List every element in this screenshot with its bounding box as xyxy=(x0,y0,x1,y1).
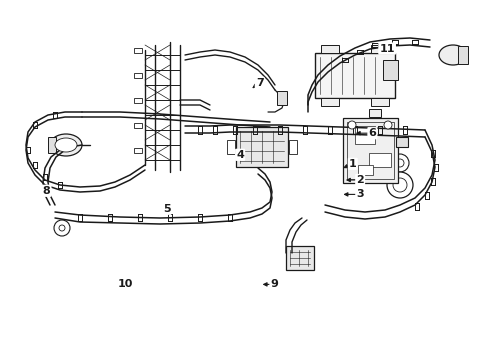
Circle shape xyxy=(398,138,406,146)
FancyBboxPatch shape xyxy=(396,137,408,147)
Text: 9: 9 xyxy=(270,279,278,289)
FancyBboxPatch shape xyxy=(343,117,397,183)
FancyBboxPatch shape xyxy=(315,53,395,98)
Circle shape xyxy=(384,121,392,129)
Circle shape xyxy=(391,154,409,172)
FancyBboxPatch shape xyxy=(236,127,288,167)
Ellipse shape xyxy=(439,45,467,65)
FancyBboxPatch shape xyxy=(358,165,372,175)
FancyBboxPatch shape xyxy=(286,246,314,270)
Text: 11: 11 xyxy=(379,44,395,54)
Text: 2: 2 xyxy=(356,175,364,185)
FancyBboxPatch shape xyxy=(48,137,56,153)
Circle shape xyxy=(393,178,407,192)
FancyBboxPatch shape xyxy=(458,46,468,64)
FancyBboxPatch shape xyxy=(134,148,142,153)
Circle shape xyxy=(348,121,356,129)
FancyBboxPatch shape xyxy=(383,60,397,80)
Text: 8: 8 xyxy=(43,186,50,196)
Text: 5: 5 xyxy=(163,204,171,214)
FancyBboxPatch shape xyxy=(277,91,287,105)
FancyBboxPatch shape xyxy=(227,140,235,154)
Ellipse shape xyxy=(50,134,82,156)
Circle shape xyxy=(396,159,404,167)
FancyBboxPatch shape xyxy=(321,45,339,53)
Text: 4: 4 xyxy=(236,150,244,160)
Circle shape xyxy=(387,172,413,198)
Text: 10: 10 xyxy=(117,279,133,289)
FancyBboxPatch shape xyxy=(371,45,389,53)
FancyBboxPatch shape xyxy=(371,98,389,105)
Ellipse shape xyxy=(55,138,77,152)
Text: 3: 3 xyxy=(356,189,364,199)
FancyBboxPatch shape xyxy=(369,153,391,167)
FancyBboxPatch shape xyxy=(134,48,142,53)
Circle shape xyxy=(54,220,70,236)
FancyBboxPatch shape xyxy=(321,98,339,105)
FancyBboxPatch shape xyxy=(134,122,142,127)
FancyBboxPatch shape xyxy=(134,72,142,77)
FancyBboxPatch shape xyxy=(369,108,381,117)
Text: 1: 1 xyxy=(349,159,357,169)
Circle shape xyxy=(59,225,65,231)
FancyBboxPatch shape xyxy=(355,126,375,144)
Text: 6: 6 xyxy=(368,128,376,138)
FancyBboxPatch shape xyxy=(289,140,297,154)
FancyBboxPatch shape xyxy=(134,98,142,103)
Text: 7: 7 xyxy=(256,78,264,88)
